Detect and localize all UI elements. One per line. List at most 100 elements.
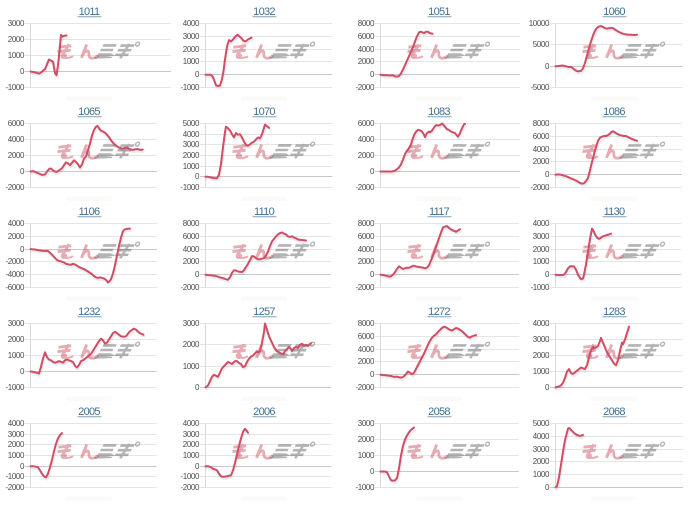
svg-text:1011: 1011 [79, 6, 100, 18]
svg-text:0: 0 [545, 62, 550, 71]
svg-text:2000: 2000 [358, 57, 375, 66]
svg-text:0: 0 [370, 270, 375, 279]
svg-text:0: 0 [370, 70, 375, 79]
svg-text:-4000: -4000 [6, 270, 25, 279]
svg-text:-1000: -1000 [181, 183, 200, 192]
svg-text:4000: 4000 [183, 419, 200, 428]
svg-text:4000: 4000 [358, 245, 375, 254]
svg-text:-2000: -2000 [6, 483, 25, 492]
svg-text:1060: 1060 [603, 6, 625, 18]
svg-text:2000: 2000 [8, 151, 25, 160]
svg-text:4000: 4000 [358, 345, 375, 354]
svg-text:3000: 3000 [8, 19, 25, 28]
svg-text:0: 0 [545, 383, 550, 392]
svg-text:8000: 8000 [358, 219, 375, 228]
svg-text:8000: 8000 [358, 19, 375, 28]
svg-text:1272: 1272 [428, 306, 450, 318]
svg-text:1000: 1000 [183, 362, 200, 371]
svg-text:0: 0 [195, 70, 200, 79]
svg-text:2000: 2000 [183, 257, 200, 266]
svg-text:1083: 1083 [428, 106, 450, 118]
svg-text:1110: 1110 [254, 206, 275, 218]
svg-text:1283: 1283 [603, 306, 625, 318]
svg-text:2000: 2000 [183, 340, 200, 349]
svg-text:-2000: -2000 [356, 283, 375, 292]
svg-text:3000: 3000 [8, 430, 25, 439]
svg-text:3000: 3000 [533, 335, 550, 344]
svg-text:2006: 2006 [253, 406, 275, 418]
svg-text:0: 0 [195, 383, 200, 392]
svg-text:1086: 1086 [603, 106, 625, 118]
svg-text:-1000: -1000 [181, 83, 200, 92]
svg-text:-2000: -2000 [531, 183, 550, 192]
svg-text:0: 0 [20, 245, 25, 254]
svg-text:2000: 2000 [183, 151, 200, 160]
svg-text:3000: 3000 [183, 430, 200, 439]
svg-text:1000: 1000 [533, 367, 550, 376]
svg-text:1117: 1117 [429, 206, 450, 218]
svg-text:4000: 4000 [533, 432, 550, 441]
svg-text:2068: 2068 [603, 406, 625, 418]
svg-text:0: 0 [195, 172, 200, 181]
svg-text:-1000: -1000 [531, 283, 550, 292]
svg-text:1130: 1130 [604, 206, 625, 218]
svg-text:6000: 6000 [358, 119, 375, 128]
svg-text:-2000: -2000 [356, 183, 375, 192]
svg-text:-2000: -2000 [356, 83, 375, 92]
svg-text:0: 0 [195, 270, 200, 279]
svg-text:2000: 2000 [358, 435, 375, 444]
svg-text:2005: 2005 [78, 406, 100, 418]
svg-text:1000: 1000 [533, 470, 550, 479]
svg-text:0: 0 [20, 67, 25, 76]
svg-text:2000: 2000 [183, 440, 200, 449]
svg-text:6000: 6000 [533, 132, 550, 141]
svg-text:1257: 1257 [253, 306, 275, 318]
svg-text:4000: 4000 [183, 130, 200, 139]
svg-text:1000: 1000 [358, 451, 375, 460]
svg-text:1065: 1065 [78, 106, 100, 118]
svg-text:0: 0 [370, 167, 375, 176]
svg-text:1051: 1051 [428, 6, 450, 18]
svg-text:3000: 3000 [358, 419, 375, 428]
svg-text:3000: 3000 [183, 319, 200, 328]
svg-text:1000: 1000 [183, 57, 200, 66]
svg-text:6000: 6000 [358, 232, 375, 241]
svg-text:4000: 4000 [358, 135, 375, 144]
svg-text:2000: 2000 [533, 245, 550, 254]
svg-text:3000: 3000 [183, 32, 200, 41]
svg-text:4000: 4000 [8, 419, 25, 428]
svg-text:10000: 10000 [529, 19, 550, 28]
svg-text:8000: 8000 [183, 219, 200, 228]
svg-text:0: 0 [195, 462, 200, 471]
svg-text:0: 0 [545, 270, 550, 279]
svg-text:4000: 4000 [533, 319, 550, 328]
svg-text:-2000: -2000 [6, 257, 25, 266]
svg-text:2000: 2000 [533, 157, 550, 166]
svg-text:-2000: -2000 [181, 283, 200, 292]
svg-text:0: 0 [20, 462, 25, 471]
svg-text:2000: 2000 [183, 45, 200, 54]
svg-text:5000: 5000 [533, 40, 550, 49]
svg-text:4000: 4000 [183, 245, 200, 254]
svg-text:3000: 3000 [533, 445, 550, 454]
svg-text:6000: 6000 [358, 332, 375, 341]
svg-text:1000: 1000 [8, 51, 25, 60]
svg-text:1000: 1000 [8, 351, 25, 360]
svg-text:2058: 2058 [428, 406, 450, 418]
svg-text:3000: 3000 [8, 319, 25, 328]
svg-text:3000: 3000 [183, 140, 200, 149]
svg-text:1000: 1000 [533, 257, 550, 266]
svg-text:0: 0 [370, 370, 375, 379]
svg-text:-2000: -2000 [356, 383, 375, 392]
svg-text:-1000: -1000 [181, 472, 200, 481]
svg-text:1106: 1106 [79, 206, 100, 218]
svg-text:2000: 2000 [8, 440, 25, 449]
svg-text:2000: 2000 [358, 357, 375, 366]
svg-text:0: 0 [370, 467, 375, 476]
svg-text:3000: 3000 [533, 232, 550, 241]
svg-text:-2000: -2000 [6, 183, 25, 192]
svg-text:-1000: -1000 [6, 472, 25, 481]
svg-text:2000: 2000 [533, 457, 550, 466]
svg-text:2000: 2000 [8, 335, 25, 344]
svg-text:2000: 2000 [358, 257, 375, 266]
